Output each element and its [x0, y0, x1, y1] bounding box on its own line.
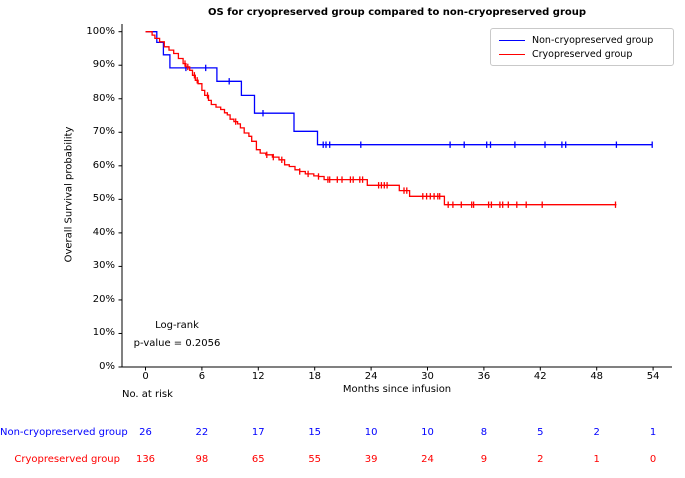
risk-table-header: No. at risk	[122, 389, 173, 400]
y-tick-label: 40%	[92, 226, 115, 238]
legend-entry-noncryo: Non-cryopreserved group	[497, 33, 667, 47]
risk-count: 22	[195, 427, 209, 438]
risk-count: 24	[421, 454, 434, 465]
y-tick-label: 100%	[86, 25, 115, 37]
risk-count: 9	[480, 454, 488, 465]
chart-title: OS for cryopreserved group compared to n…	[207, 7, 587, 18]
legend-label-cryo: Cryopreserved group	[532, 48, 633, 60]
risk-count: 1	[649, 427, 657, 438]
legend-entry-cryo: Cryopreserved group	[497, 47, 667, 61]
y-tick-label: 90%	[92, 59, 115, 71]
legend-label-noncryo: Non-cryopreserved group	[532, 34, 654, 46]
logrank-test-name: Log-rank	[155, 320, 199, 331]
x-tick-label: 54	[646, 371, 660, 382]
risk-count: 2	[593, 427, 600, 438]
x-tick-label: 6	[198, 371, 206, 382]
risk-count: 15	[308, 427, 322, 438]
risk-count: 136	[135, 454, 156, 465]
y-tick-label: 80%	[92, 92, 115, 104]
x-tick-label: 0	[142, 371, 149, 382]
legend: Non-cryopreserved group Cryopreserved gr…	[490, 28, 674, 66]
x-tick-label: 36	[477, 371, 491, 382]
x-tick-label: 48	[590, 371, 604, 382]
risk-count: 0	[649, 454, 657, 465]
risk-count: 26	[139, 427, 152, 438]
y-tick-label: 50%	[92, 193, 115, 205]
y-tick-label: 70%	[92, 126, 115, 138]
y-tick-label: 10%	[92, 327, 115, 339]
risk-count: 17	[251, 427, 265, 438]
censor-ticks-cryo	[184, 60, 617, 208]
risk-count: 5	[537, 427, 544, 438]
risk-count: 55	[308, 454, 322, 465]
noncryo-line-swatch-icon	[499, 39, 525, 41]
logrank-p-value: p-value = 0.2056	[133, 338, 221, 349]
logrank-annotation: Log-rank p-value = 0.2056	[121, 317, 233, 353]
risk-count: 98	[195, 454, 209, 465]
x-tick-label: 12	[251, 371, 265, 382]
risk-row-label-noncryo: Non-cryopreserved group	[0, 427, 128, 438]
risk-count: 2	[537, 454, 544, 465]
risk-count: 10	[364, 427, 378, 438]
cryo-line-swatch-icon	[499, 53, 525, 55]
x-tick-label: 18	[308, 371, 322, 382]
risk-count: 1	[593, 454, 600, 465]
x-axis-label: Months since infusion	[342, 384, 452, 395]
x-tick-label: 42	[533, 371, 547, 382]
y-tick-label: 30%	[92, 260, 115, 272]
y-tick-label: 20%	[92, 293, 115, 305]
risk-count: 10	[421, 427, 434, 438]
risk-count: 39	[364, 454, 378, 465]
risk-row-label-cryo: Cryopreserved group	[14, 454, 120, 465]
x-tick-label: 30	[421, 371, 434, 382]
censor-ticks-noncryo	[185, 64, 653, 148]
x-tick-label: 24	[364, 371, 378, 382]
y-axis-label: Overall Survival probability	[63, 126, 75, 263]
risk-count: 8	[480, 427, 488, 438]
survival-curve-cryo	[145, 31, 617, 206]
y-tick-label: 60%	[92, 159, 115, 171]
y-tick-label: 0%	[99, 361, 115, 372]
risk-count: 65	[251, 454, 265, 465]
